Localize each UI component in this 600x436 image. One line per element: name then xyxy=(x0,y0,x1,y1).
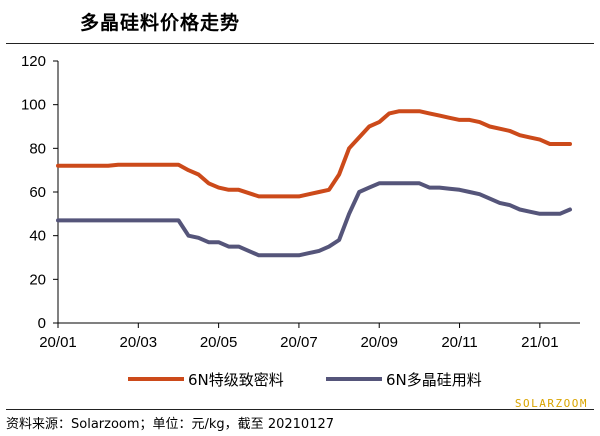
solarzoom-logo: SOLARZOOM xyxy=(514,397,588,410)
legend-label-series2: 6N多晶硅用料 xyxy=(386,370,482,389)
chart-axes: 0 20 40 60 80 100 120 20/01 20/03 20/05 20/07 20/09… xyxy=(21,53,580,351)
x-tick-label: 20/09 xyxy=(360,334,398,351)
x-tick-label: 20/11 xyxy=(441,334,477,351)
y-tick-label: 80 xyxy=(29,140,46,157)
y-tick-label: 20 xyxy=(29,271,46,288)
y-tick-label: 120 xyxy=(21,53,46,70)
legend-item-series1: 6N特级致密料 xyxy=(128,368,284,390)
series-line-2 xyxy=(56,181,572,258)
series-line-1 xyxy=(56,109,572,199)
footer-divider xyxy=(6,409,594,410)
chart-title: 多晶硅料价格走势 xyxy=(80,12,241,34)
y-tick-label: 60 xyxy=(29,184,46,201)
chart-series xyxy=(56,109,572,258)
title-divider xyxy=(6,43,594,44)
y-tick-label: 100 xyxy=(21,97,46,114)
source-note: 资料来源：Solarzoom；单位：元/kg，截至 20210127 xyxy=(6,417,334,432)
x-tick-label: 20/07 xyxy=(280,334,318,351)
legend-swatch-series2 xyxy=(326,377,382,381)
legend-label-series1: 6N特级致密料 xyxy=(188,370,284,389)
legend-swatch-series1 xyxy=(128,377,184,381)
y-tick-label: 0 xyxy=(38,315,46,332)
x-tick-label: 21/01 xyxy=(521,334,559,351)
legend-item-series2: 6N多晶硅用料 xyxy=(326,368,482,390)
line-chart: 0 20 40 60 80 100 120 20/01 20/03 20/05 20/07 20/09… xyxy=(21,53,580,351)
x-tick-label: 20/01 xyxy=(39,334,77,351)
y-tick-label: 40 xyxy=(29,228,46,245)
x-tick-label: 20/03 xyxy=(120,334,158,351)
x-tick-label: 20/05 xyxy=(200,334,238,351)
